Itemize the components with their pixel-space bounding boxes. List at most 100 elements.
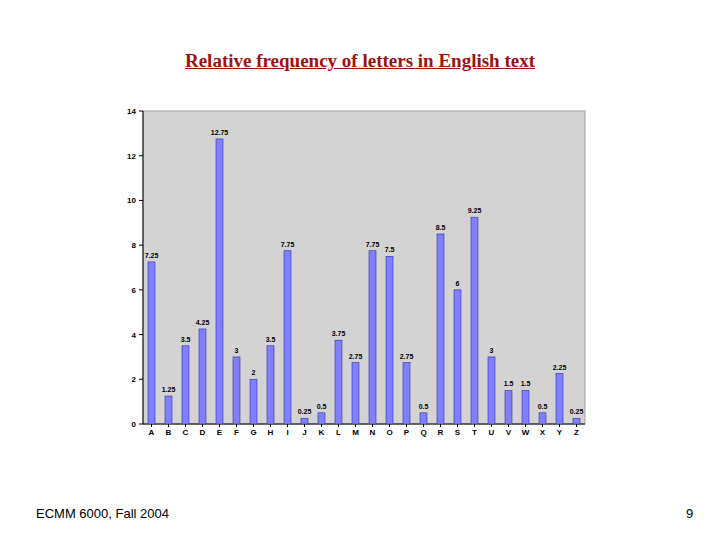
x-tick	[236, 424, 237, 427]
x-tick	[542, 424, 543, 427]
bar	[216, 139, 223, 424]
y-tick-label: 8	[132, 241, 137, 250]
data-label: 7.25	[145, 252, 159, 259]
y-tick-label: 2	[132, 375, 137, 384]
x-tick	[304, 424, 305, 427]
x-tick	[440, 424, 441, 427]
bar	[437, 234, 444, 424]
bar	[284, 251, 291, 424]
x-tick-label: R	[438, 428, 444, 437]
bars	[148, 139, 580, 424]
y-tick	[139, 155, 143, 156]
bar	[182, 346, 189, 424]
data-label: 7.75	[281, 241, 295, 248]
x-tick-label: D	[200, 428, 206, 437]
x-tick	[372, 424, 373, 427]
x-tick	[338, 424, 339, 427]
bar	[539, 413, 546, 424]
y-tick	[139, 200, 143, 201]
data-label: 0.5	[419, 403, 429, 410]
data-label: 2.75	[400, 353, 414, 360]
x-tick-label: X	[540, 428, 546, 437]
x-tick	[423, 424, 424, 427]
footer-course: ECMM 6000, Fall 2004	[36, 506, 169, 521]
data-label: 0.5	[538, 403, 548, 410]
x-tick-label: L	[336, 428, 341, 437]
y-tick	[139, 379, 143, 380]
x-axis	[143, 424, 585, 425]
y-tick	[139, 424, 143, 425]
x-tick-label: B	[166, 428, 172, 437]
x-tick	[355, 424, 356, 427]
y-tick-label: 4	[132, 331, 137, 340]
x-tick	[389, 424, 390, 427]
y-tick-label: 6	[132, 286, 137, 295]
x-tick-label: J	[302, 428, 306, 437]
x-tick-label: Y	[557, 428, 563, 437]
x-tick	[474, 424, 475, 427]
data-label: 1.5	[521, 380, 531, 387]
x-tick	[185, 424, 186, 427]
x-tick	[270, 424, 271, 427]
bar	[335, 340, 342, 424]
bar	[386, 256, 393, 424]
x-tick	[287, 424, 288, 427]
data-label: 0.25	[298, 408, 312, 415]
plot-area	[143, 111, 585, 424]
x-tick-label: C	[183, 428, 189, 437]
data-label: 3.5	[266, 336, 276, 343]
data-label: 8.5	[436, 224, 446, 231]
data-label: 12.75	[211, 129, 229, 136]
data-label: 3	[490, 347, 494, 354]
bar	[556, 374, 563, 424]
bar	[318, 413, 325, 424]
x-tick	[406, 424, 407, 427]
data-label: 0.5	[317, 403, 327, 410]
x-tick	[202, 424, 203, 427]
x-tick-label: T	[472, 428, 477, 437]
y-tick-label: 0	[132, 420, 137, 429]
bar	[505, 390, 512, 424]
bar	[454, 290, 461, 424]
x-tick-label: P	[404, 428, 410, 437]
bar	[352, 363, 359, 424]
x-tick-label: I	[286, 428, 288, 437]
x-tick-label: N	[370, 428, 376, 437]
y-tick	[139, 334, 143, 335]
data-label: 0.25	[570, 408, 584, 415]
bar	[369, 251, 376, 424]
bar	[471, 217, 478, 424]
bar	[199, 329, 206, 424]
x-tick-label: E	[217, 428, 223, 437]
bar	[522, 390, 529, 424]
x-tick-label: K	[319, 428, 325, 437]
x-tick-label: F	[234, 428, 239, 437]
x-tick	[576, 424, 577, 427]
x-tick	[508, 424, 509, 427]
x-tick	[457, 424, 458, 427]
data-label: 3	[235, 347, 239, 354]
y-tick-label: 10	[127, 196, 136, 205]
bar	[267, 346, 274, 424]
x-tick	[559, 424, 560, 427]
x-tick	[253, 424, 254, 427]
x-tick	[491, 424, 492, 427]
x-tick-label: H	[268, 428, 274, 437]
data-label: 3.75	[332, 330, 346, 337]
x-tick	[168, 424, 169, 427]
y-axis	[143, 111, 144, 424]
y-tick	[139, 111, 143, 112]
data-label: 1.5	[504, 380, 514, 387]
bar	[420, 413, 427, 424]
y-tick	[139, 245, 143, 246]
y-tick	[139, 289, 143, 290]
x-tick	[151, 424, 152, 427]
x-tick-label: Z	[574, 428, 579, 437]
bar	[148, 262, 155, 424]
data-label: 4.25	[196, 319, 210, 326]
bar	[301, 418, 308, 424]
x-tick-label: U	[489, 428, 495, 437]
bar	[573, 418, 580, 424]
x-tick-label: S	[455, 428, 461, 437]
x-tick-label: O	[386, 428, 392, 437]
